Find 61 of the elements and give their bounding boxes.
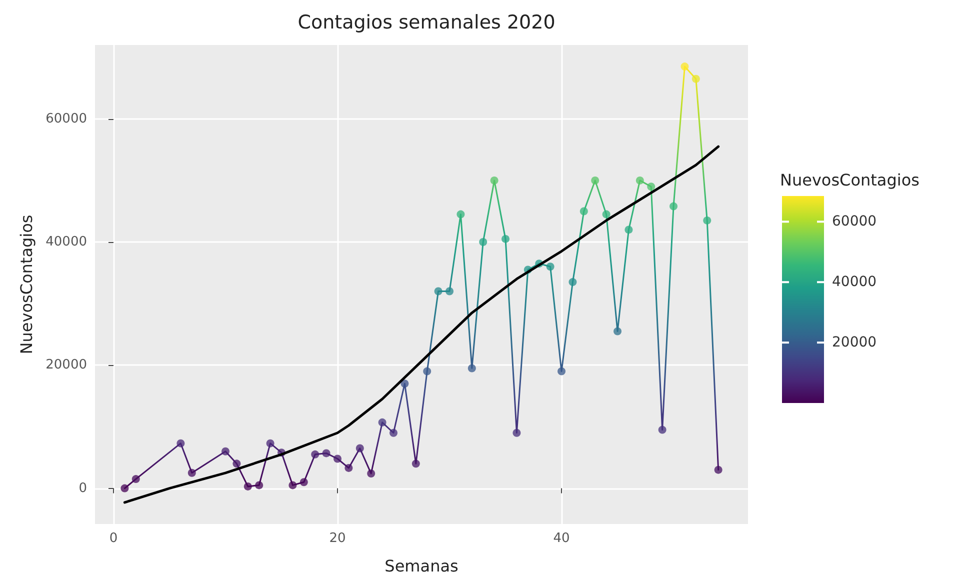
- y-axis-title: NuevosContagios: [17, 214, 36, 354]
- color-bar-label: 20000: [832, 334, 877, 351]
- point: [512, 428, 521, 437]
- point: [479, 238, 488, 246]
- x-axis-title: Semanas: [384, 556, 458, 576]
- color-bar-label: 60000: [832, 214, 877, 230]
- point: [367, 470, 376, 478]
- point: [322, 449, 330, 458]
- point: [132, 475, 140, 484]
- point: [680, 62, 689, 71]
- point: [714, 466, 722, 474]
- point: [614, 327, 622, 336]
- point: [221, 447, 230, 456]
- point: [502, 234, 510, 243]
- point: [300, 478, 308, 486]
- point: [558, 367, 566, 376]
- point: [647, 182, 656, 191]
- point: [602, 210, 610, 218]
- point: [591, 176, 600, 184]
- point: [692, 74, 700, 83]
- y-tick-label: 40000: [46, 234, 87, 250]
- y-tick-label: 0: [78, 480, 87, 496]
- point: [456, 210, 465, 218]
- point: [311, 450, 320, 458]
- x-tick-label: 40: [553, 531, 570, 546]
- point: [176, 439, 185, 448]
- point: [446, 287, 454, 296]
- point: [636, 176, 644, 184]
- point: [390, 428, 398, 437]
- x-tick-label: 20: [329, 531, 346, 546]
- point: [546, 262, 554, 271]
- point: [334, 454, 342, 463]
- point: [670, 202, 678, 210]
- point: [580, 207, 588, 216]
- point: [423, 367, 432, 376]
- point: [412, 460, 420, 468]
- point: [188, 468, 196, 477]
- point: [468, 364, 476, 372]
- point: [266, 439, 274, 448]
- point: [658, 426, 666, 434]
- point: [703, 216, 712, 224]
- color-bar-title: NuevosContagios: [780, 170, 920, 190]
- y-tick-label: 20000: [46, 358, 87, 373]
- point: [568, 278, 577, 286]
- point: [400, 380, 409, 388]
- color-bar-label: 40000: [832, 274, 877, 290]
- y-tick-label: 60000: [46, 111, 87, 126]
- point: [434, 287, 442, 296]
- point: [120, 484, 129, 492]
- point: [344, 464, 353, 472]
- point: [356, 444, 364, 452]
- line-series: [123, 145, 720, 504]
- point: [378, 418, 386, 426]
- point: [244, 482, 252, 490]
- chart-title: Contagios semanales 2020: [298, 12, 556, 34]
- point: [288, 481, 297, 490]
- point: [255, 481, 264, 490]
- point: [624, 226, 633, 234]
- x-tick-label: 0: [109, 531, 118, 546]
- point: [490, 176, 498, 184]
- point: [232, 460, 241, 468]
